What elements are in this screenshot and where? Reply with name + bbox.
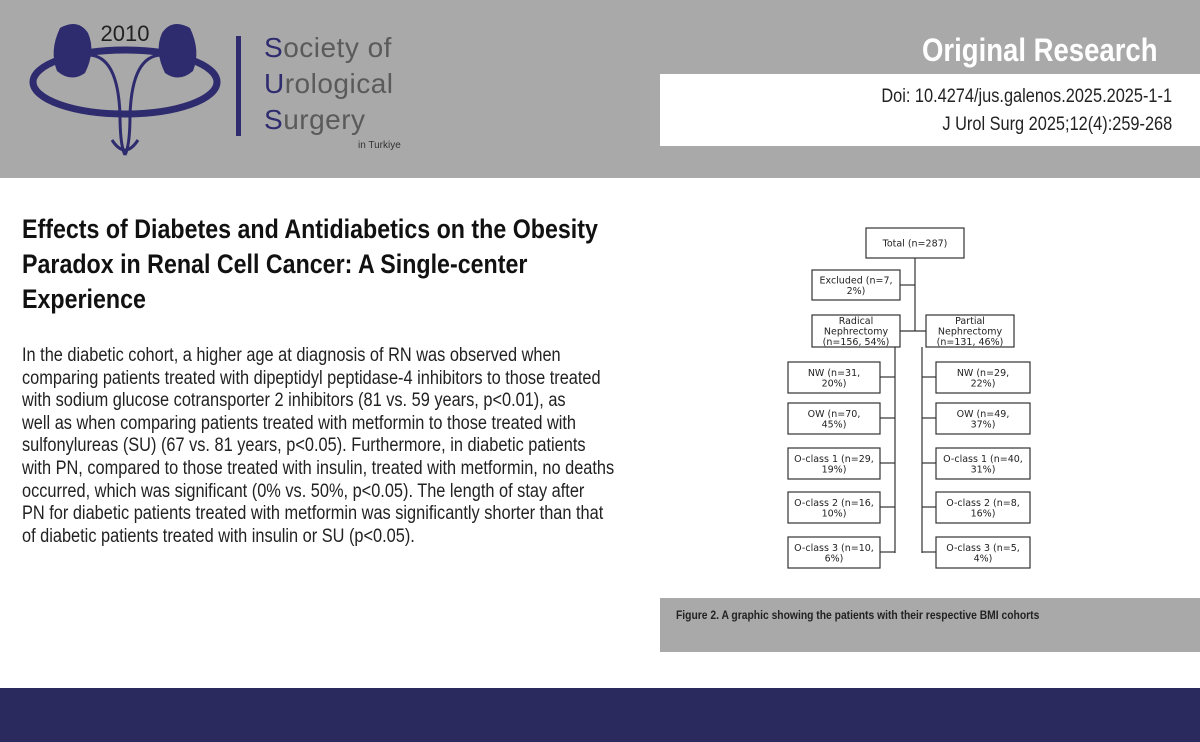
node-label: 10%) bbox=[822, 508, 847, 519]
flowchart: Total (n=287)Excluded (n=7,2%)RadicalNep… bbox=[787, 227, 1031, 569]
flow-node bbox=[935, 536, 1031, 569]
title-line: Paradox in Renal Cell Cancer: A Single-c… bbox=[22, 249, 528, 279]
citation-box: Doi: 10.4274/jus.galenos.2025.2025-1-1 J… bbox=[660, 74, 1200, 146]
node-label: 31%) bbox=[971, 464, 996, 475]
caption-band: Figure 2. A graphic showing the patients… bbox=[660, 598, 1200, 652]
section-label: Original Research bbox=[922, 32, 1158, 68]
title-line: Effects of Diabetes and Antidiabetics on… bbox=[22, 214, 598, 244]
paragraph-line: occurred, which was significant (0% vs. … bbox=[22, 480, 585, 502]
node-label: (n=156, 54%) bbox=[823, 337, 890, 348]
node-label: NW (n=29, bbox=[957, 368, 1009, 379]
article-title: Effects of Diabetes and Antidiabetics on… bbox=[22, 212, 692, 317]
logo-year: 2010 bbox=[101, 21, 150, 46]
flow-node bbox=[787, 361, 881, 394]
node-label: 4%) bbox=[974, 553, 993, 564]
logo-divider bbox=[236, 36, 241, 136]
paragraph-line: well as when comparing patients treated … bbox=[22, 412, 577, 434]
paragraph-line: PN for diabetic patients treated with me… bbox=[22, 503, 604, 525]
logo-name: Society of bbox=[264, 32, 392, 63]
node-label: 45%) bbox=[822, 419, 847, 430]
flow-node bbox=[787, 491, 881, 524]
flow-node bbox=[811, 314, 901, 348]
node-label: Partial bbox=[955, 316, 985, 327]
node-label: (n=131, 46%) bbox=[937, 337, 1004, 348]
node-label: O-class 1 (n=40, bbox=[943, 454, 1023, 465]
flow-node bbox=[865, 227, 965, 259]
flow-node bbox=[811, 269, 901, 301]
node-label: Total (n=287) bbox=[882, 239, 948, 250]
flow-node bbox=[787, 402, 881, 435]
node-label: OW (n=49, bbox=[957, 409, 1010, 420]
paragraph-line: of diabetic patients treated with insuli… bbox=[22, 525, 415, 547]
flow-node bbox=[935, 491, 1031, 524]
paragraph-line: with PN, compared to those treated with … bbox=[22, 457, 615, 479]
figure-caption: Figure 2. A graphic showing the patients… bbox=[676, 608, 1040, 622]
citation: J Urol Surg 2025;12(4):259-268 bbox=[942, 114, 1172, 135]
node-label: 22%) bbox=[971, 378, 996, 389]
flow-node bbox=[935, 447, 1031, 480]
node-label: 37%) bbox=[971, 419, 996, 430]
node-label: O-class 3 (n=5, bbox=[946, 543, 1020, 554]
logo-country: in Turkiye bbox=[358, 140, 401, 151]
node-label: Radical bbox=[839, 316, 874, 327]
node-label: Nephrectomy bbox=[938, 327, 1003, 338]
title-line: Experience bbox=[22, 284, 146, 314]
paragraph-line: sulfonylureas (SU) (67 vs. 81 years, p<0… bbox=[22, 435, 586, 457]
node-label: 20%) bbox=[822, 378, 847, 389]
paragraph-line: with sodium glucose cotransporter 2 inhi… bbox=[22, 390, 566, 412]
flow-node bbox=[925, 314, 1015, 348]
node-label: O-class 2 (n=8, bbox=[946, 498, 1020, 509]
flow-node bbox=[787, 536, 881, 569]
paragraph-line: In the diabetic cohort, a higher age at … bbox=[22, 345, 561, 366]
flow-node bbox=[787, 447, 881, 480]
footer bbox=[0, 688, 1200, 742]
node-label: Nephrectomy bbox=[824, 327, 889, 338]
node-label: 6%) bbox=[825, 553, 844, 564]
flow-node bbox=[935, 402, 1031, 435]
node-label: 16%) bbox=[971, 508, 996, 519]
node-label: O-class 3 (n=10, bbox=[794, 543, 874, 554]
paragraph: In the diabetic cohort, a higher age at … bbox=[22, 345, 711, 548]
node-label: NW (n=31, bbox=[808, 368, 860, 379]
logo-name: Surgery bbox=[264, 104, 366, 135]
doi: Doi: 10.4274/jus.galenos.2025.2025-1-1 bbox=[881, 86, 1172, 107]
node-label: 2%) bbox=[847, 286, 866, 297]
paragraph-line: comparing patients treated with dipeptid… bbox=[22, 367, 601, 389]
node-label: Excluded (n=7, bbox=[819, 275, 892, 286]
node-label: O-class 1 (n=29, bbox=[794, 454, 874, 465]
node-label: O-class 2 (n=16, bbox=[794, 498, 874, 509]
node-label: 19%) bbox=[822, 464, 847, 475]
flow-node bbox=[935, 361, 1031, 394]
header: 2010 Society of Urological Surgery in Tu… bbox=[0, 0, 1200, 178]
logo-name: Urological bbox=[264, 68, 394, 99]
node-label: OW (n=70, bbox=[808, 409, 861, 420]
logo-mark: 2010 bbox=[29, 21, 221, 156]
